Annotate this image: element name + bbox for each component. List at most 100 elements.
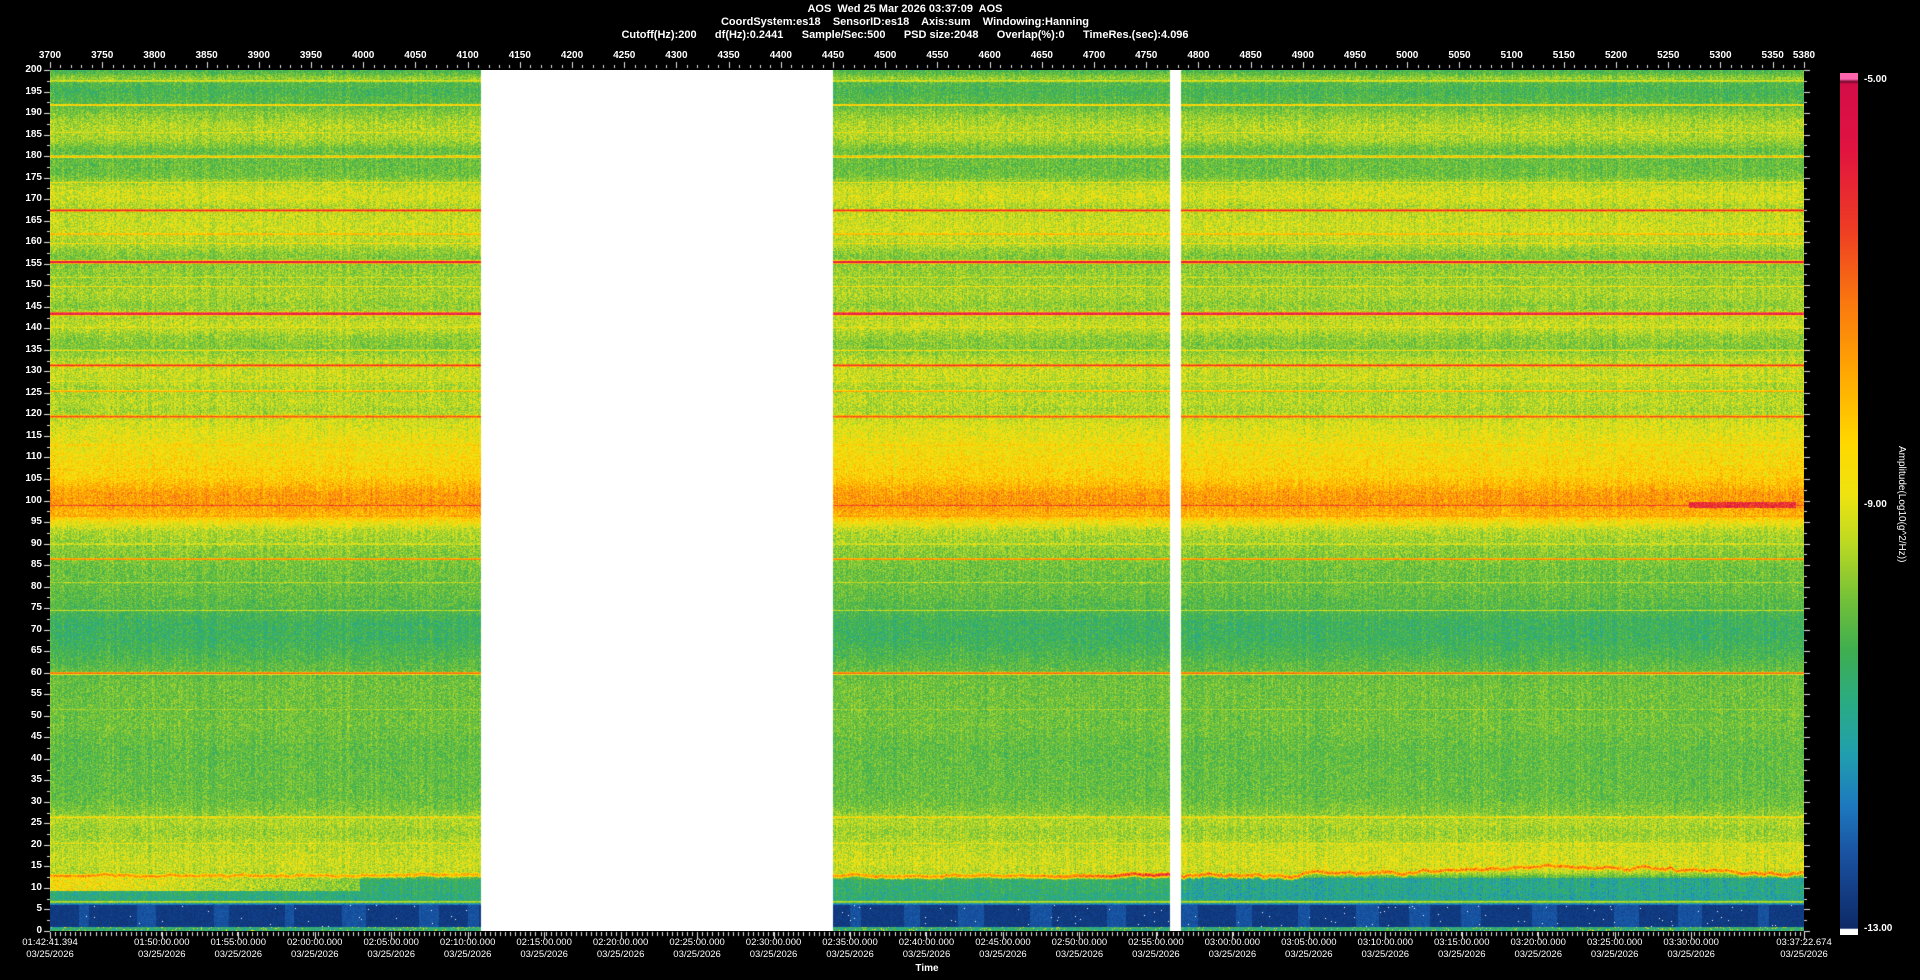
freq-axis-tick-label: 140	[25, 322, 42, 334]
freq-axis-tick-label: 0	[36, 925, 42, 936]
time-tick-date: 03/25/2026	[1514, 949, 1562, 960]
freq-axis-tick-label: 75	[30, 602, 42, 614]
time-tick-label: 02:50:00.000	[1051, 937, 1108, 948]
time-tick-date: 03/25/2026	[826, 949, 874, 960]
top-axis-tick-label: 4150	[508, 50, 531, 61]
freq-axis-tick-label: 55	[30, 688, 42, 700]
time-tick-label: 03:10:00.000	[1357, 937, 1414, 948]
time-tick-label: 02:55:00.000	[1128, 937, 1184, 948]
top-axis-tick-label: 5350	[1761, 50, 1784, 61]
top-axis-tick-label: 5200	[1604, 50, 1628, 61]
time-tick-date: 03/25/2026	[1132, 949, 1180, 960]
time-tick-date: 03/25/2026	[26, 949, 74, 960]
time-tick-date: 03/25/2026	[673, 949, 721, 960]
top-axis-tick-label: 4700	[1082, 50, 1106, 61]
time-tick-label: 02:20:00.000	[592, 937, 649, 948]
freq-axis-tick-label: 50	[30, 709, 42, 721]
top-axis-tick-label: 4450	[821, 50, 845, 61]
freq-axis-tick-label: 160	[25, 236, 42, 248]
time-tick-label: 03:37:22.674	[1776, 937, 1832, 948]
freq-axis-tick-label: 20	[30, 838, 42, 850]
top-axis-tick-label: 4850	[1239, 50, 1262, 61]
time-tick-label: 03:20:00.000	[1510, 937, 1566, 948]
time-tick-label: 02:35:00.000	[822, 937, 878, 948]
top-axis-tick-label: 4900	[1291, 50, 1314, 61]
time-tick-label: 02:15:00.000	[516, 937, 572, 948]
freq-axis-tick-label: 45	[30, 731, 42, 743]
time-tick-date: 03/25/2026	[596, 949, 645, 960]
freq-axis-tick-label: 30	[30, 795, 42, 807]
top-axis-tick-label: 5000	[1396, 50, 1419, 61]
freq-axis-tick-label: 90	[30, 537, 42, 549]
time-tick-label: 02:40:00.000	[898, 937, 955, 948]
time-tick-date: 03/25/2026	[520, 949, 568, 960]
freq-axis-tick-label: 165	[25, 214, 42, 226]
top-axis-tick-label: 4750	[1135, 50, 1158, 61]
freq-axis-tick-label: 175	[25, 171, 42, 183]
top-axis-tick-label: 4600	[978, 50, 1001, 61]
top-axis-tick-label: 4800	[1187, 50, 1210, 61]
freq-axis-tick-label: 100	[25, 494, 42, 506]
freq-axis-tick-label: 195	[25, 85, 42, 97]
freq-axis-tick-label: 10	[30, 881, 42, 893]
freq-axis-tick-label: 85	[30, 559, 42, 571]
time-tick-label: 01:42:41.394	[22, 937, 78, 948]
time-tick-date: 03/25/2026	[1055, 949, 1104, 960]
freq-axis-tick-label: 60	[30, 666, 42, 678]
top-axis-tick-label: 3950	[299, 50, 323, 61]
time-tick-date: 03/25/2026	[1590, 949, 1639, 960]
time-tick-label: 02:30:00.000	[745, 937, 802, 948]
freq-axis-tick-label: 95	[30, 516, 42, 528]
freq-axis-tick-label: 15	[30, 860, 42, 872]
time-tick-date: 03/25/2026	[1437, 949, 1486, 960]
time-tick-date: 03/25/2026	[749, 949, 798, 960]
top-axis-tick-label: 4050	[404, 50, 427, 61]
time-tick-label: 03:05:00.000	[1281, 937, 1337, 948]
top-axis-tick-label: 5250	[1657, 50, 1680, 61]
top-axis-tick-label: 3900	[247, 50, 270, 61]
time-tick-date: 03/25/2026	[1780, 949, 1828, 960]
time-tick-date: 03/25/2026	[979, 949, 1027, 960]
freq-axis-tick-label: 70	[30, 623, 42, 635]
time-tick-label: 01:55:00.000	[210, 937, 267, 948]
time-tick-date: 03/25/2026	[367, 949, 415, 960]
top-axis-tick-label: 5150	[1552, 50, 1575, 61]
time-tick-date: 03/25/2026	[1667, 949, 1715, 960]
top-axis-tick-label: 4400	[769, 50, 792, 61]
time-tick-date: 03/25/2026	[1208, 949, 1257, 960]
freq-axis-tick-label: 105	[25, 472, 42, 484]
top-axis-tick-label: 4350	[717, 50, 740, 61]
time-tick-date: 03/25/2026	[138, 949, 186, 960]
time-tick-label: 02:25:00.000	[669, 937, 725, 948]
time-tick-label: 02:10:00.000	[439, 937, 496, 948]
top-axis-tick-label: 4200	[560, 50, 584, 61]
time-tick-label: 02:45:00.000	[975, 937, 1031, 948]
top-axis-tick-label: 5300	[1709, 50, 1732, 61]
freq-axis-tick-label: 150	[25, 279, 42, 291]
colorbar	[1840, 73, 1858, 935]
freq-axis-tick-label: 145	[25, 300, 42, 312]
freq-axis-tick-label: 190	[25, 107, 42, 119]
time-tick-date: 03/25/2026	[902, 949, 951, 960]
freq-axis-tick-label: 5	[36, 903, 42, 915]
freq-axis-tick-label: 120	[25, 408, 42, 420]
freq-axis-tick-label: 180	[25, 150, 42, 162]
time-tick-date: 03/25/2026	[443, 949, 492, 960]
freq-axis-tick-label: 125	[25, 386, 42, 398]
time-tick-label: 03:00:00.000	[1204, 937, 1261, 948]
time-tick-date: 03/25/2026	[214, 949, 263, 960]
top-axis-tick-label: 4650	[1030, 50, 1053, 61]
freq-axis-tick-label: 35	[30, 774, 42, 786]
top-axis-tick-label: 4300	[665, 50, 688, 61]
freq-axis-tick-label: 115	[25, 429, 42, 441]
freq-axis-tick-label: 25	[30, 817, 42, 829]
spectrogram-plot[interactable]	[50, 70, 1804, 931]
colorbar-max-label: -5.00	[1864, 74, 1887, 85]
top-axis-tick-label: 4100	[456, 50, 479, 61]
time-axis-title: Time	[915, 963, 939, 974]
colorbar-axis-title: Amplitude(Log10(g^2/Hz))	[1896, 445, 1907, 563]
time-tick-date: 03/25/2026	[1361, 949, 1410, 960]
freq-axis-tick-label: 200	[25, 64, 42, 75]
freq-axis-tick-label: 185	[25, 128, 42, 140]
freq-axis-tick-label: 130	[25, 365, 42, 377]
